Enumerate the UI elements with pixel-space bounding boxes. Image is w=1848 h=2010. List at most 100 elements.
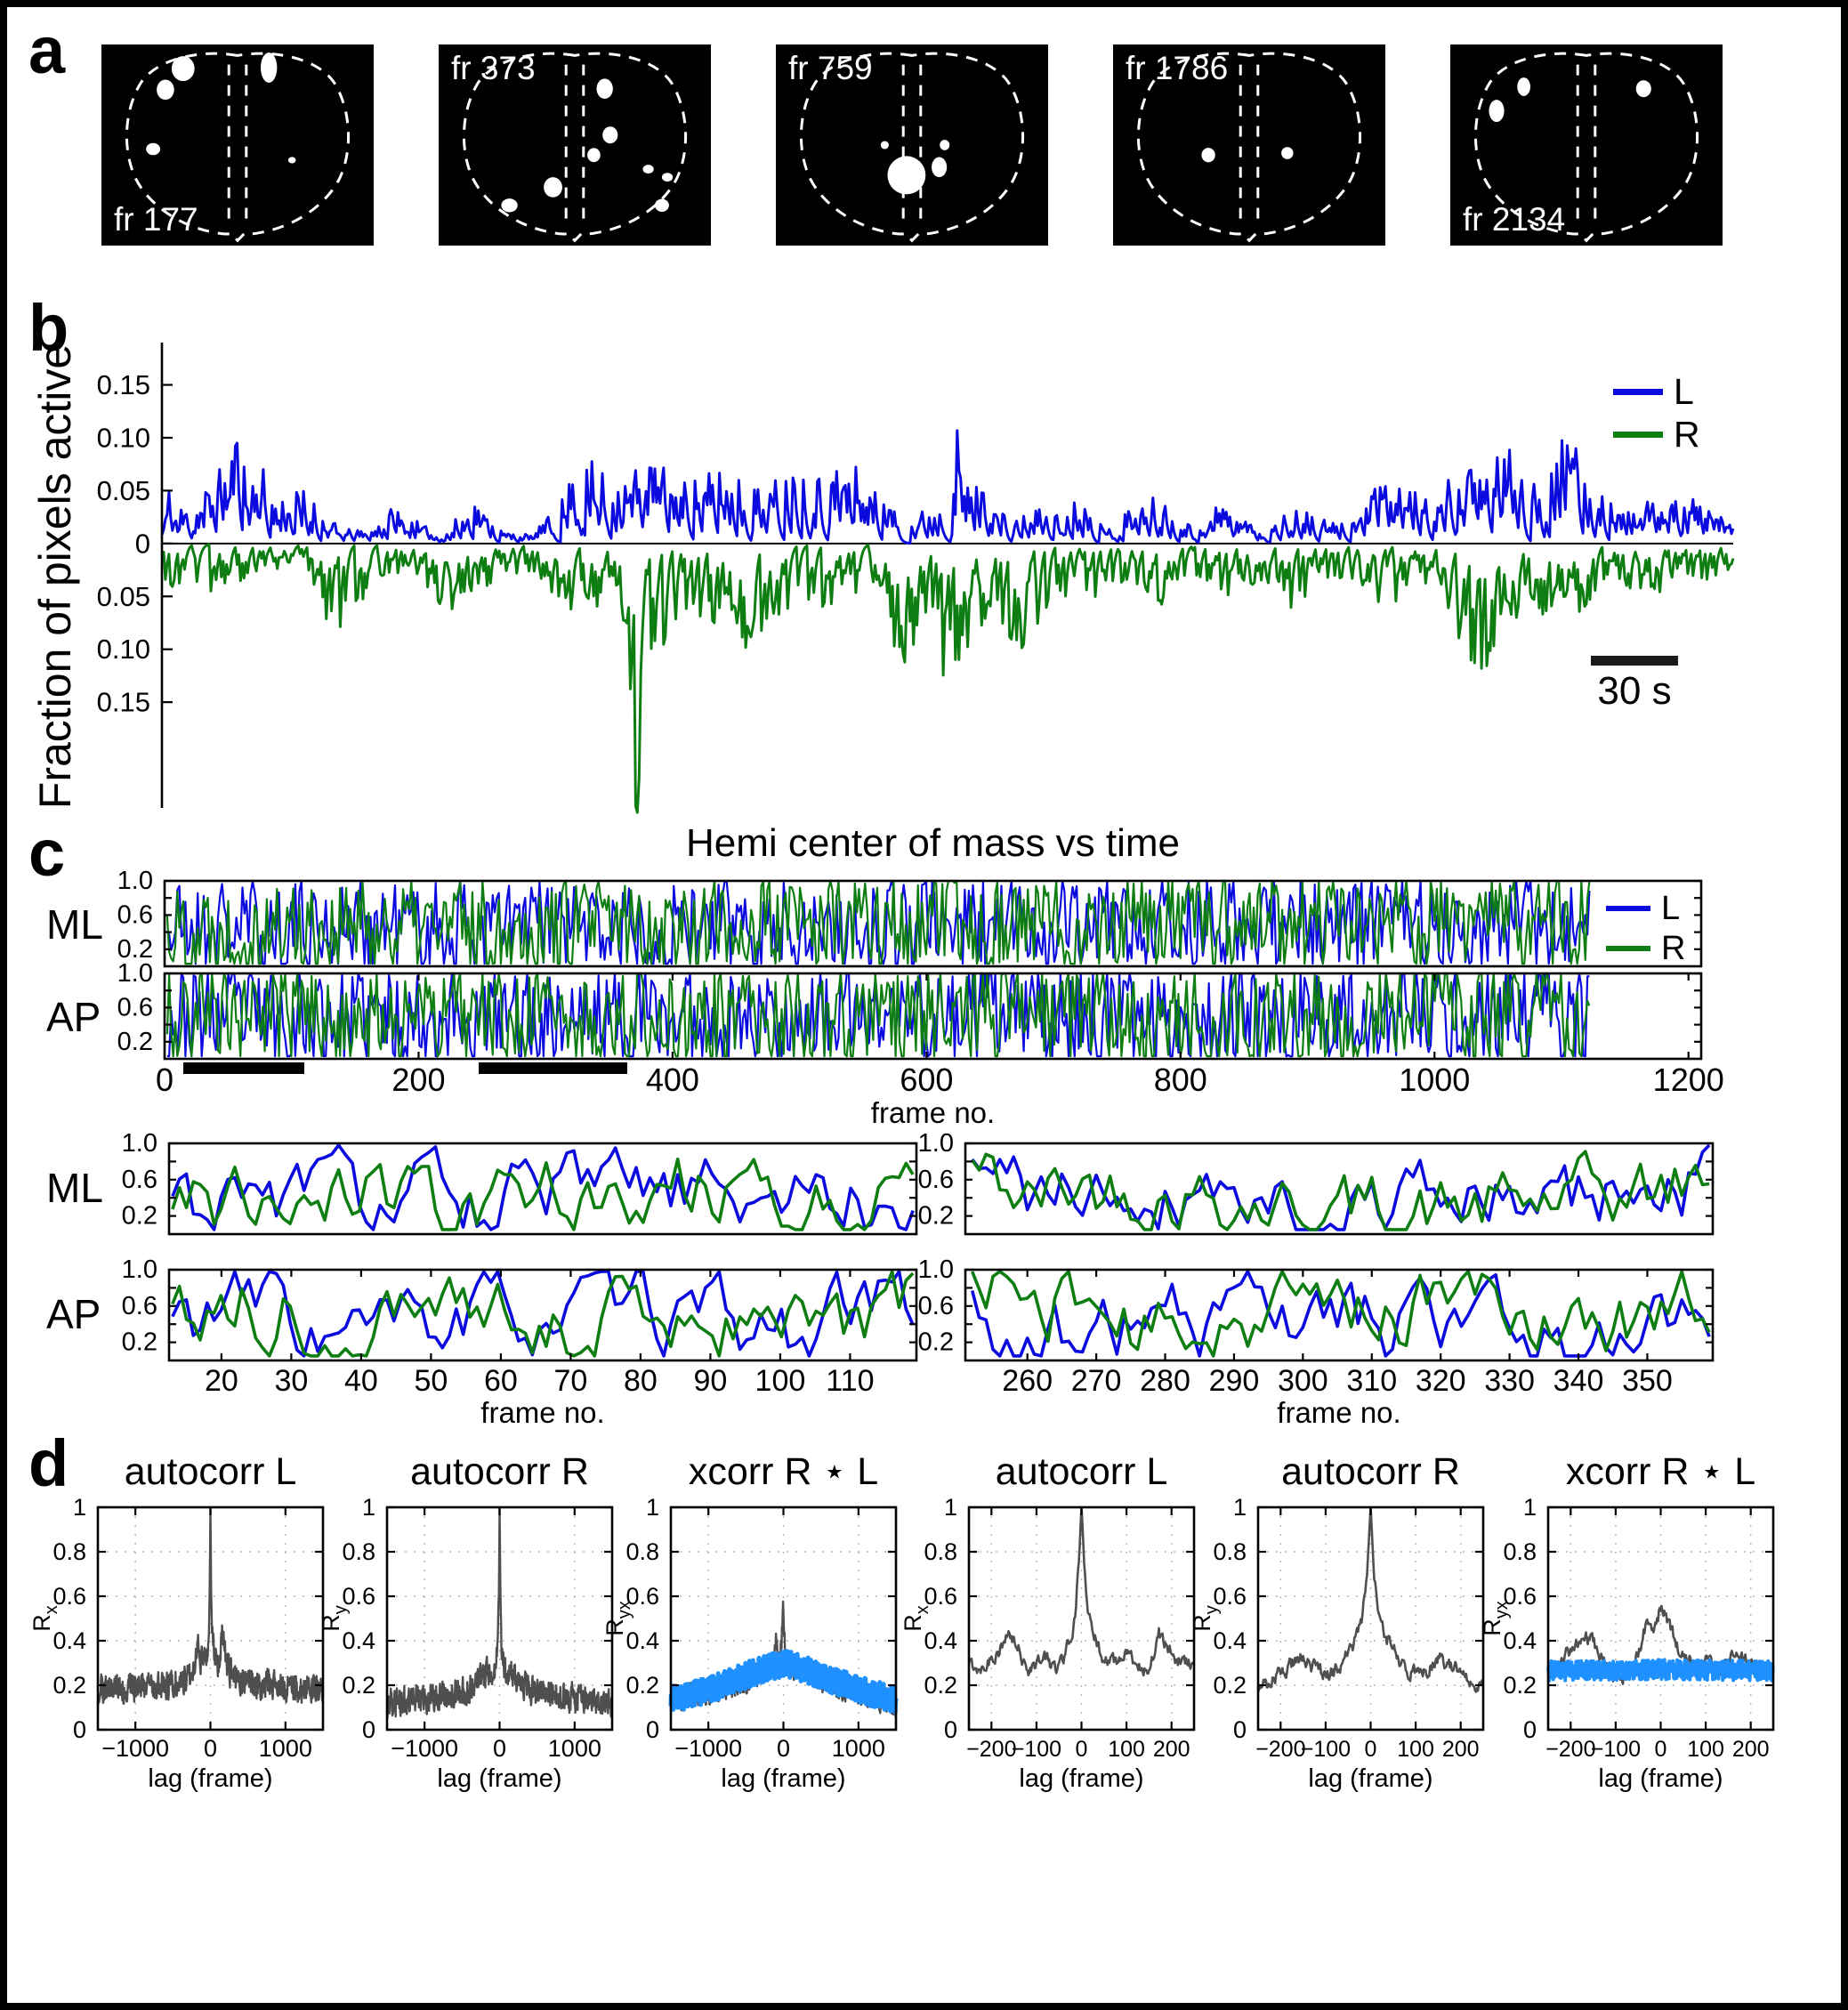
panel-c-ml-zoom2-plot: 0.2 0.6 1.0 xyxy=(918,1129,1715,1236)
svg-text:Hemi center of mass vs time: Hemi center of mass vs time xyxy=(686,821,1180,865)
legend-entry-R: R xyxy=(1606,932,1685,965)
svg-text:280: 280 xyxy=(1140,1364,1190,1398)
svg-text:0.6: 0.6 xyxy=(918,1292,954,1320)
svg-text:Ry: Ry xyxy=(1189,1605,1222,1632)
svg-text:lag (frame): lag (frame) xyxy=(721,1764,845,1793)
time-scale-label: 30 s xyxy=(1597,669,1672,713)
panel-c-legend: L R xyxy=(1606,892,1685,965)
svg-text:0: 0 xyxy=(493,1735,506,1762)
svg-text:0.6: 0.6 xyxy=(625,1583,659,1610)
svg-text:200: 200 xyxy=(1732,1737,1770,1762)
legend-entry-R: R xyxy=(1613,416,1700,453)
svg-text:0.10: 0.10 xyxy=(97,422,150,453)
svg-text:lag (frame): lag (frame) xyxy=(1019,1764,1143,1793)
svg-text:1000: 1000 xyxy=(548,1735,601,1762)
svg-text:200: 200 xyxy=(1442,1737,1480,1762)
svg-text:lag (frame): lag (frame) xyxy=(148,1764,272,1793)
svg-text:frame no.: frame no. xyxy=(871,1096,995,1129)
panel-c-ap-timeseries-plot: 0.2 0.6 1.0 0 200 400 600 800 1000 1200 frame no. xyxy=(117,959,1724,1129)
svg-text:0.4: 0.4 xyxy=(52,1627,86,1654)
svg-text:200: 200 xyxy=(391,1062,445,1098)
svg-text:0.8: 0.8 xyxy=(924,1538,957,1565)
svg-text:0.6: 0.6 xyxy=(1213,1583,1247,1610)
autocorr-R-short-plot: 0 0.2 0.4 0.6 0.8 1 −200 −100 0 100 200 lag (frame)… xyxy=(1189,1450,1485,1793)
svg-text:800: 800 xyxy=(1154,1062,1207,1098)
svg-text:0.6: 0.6 xyxy=(1503,1583,1537,1610)
panel-b-legend: L R xyxy=(1613,374,1700,453)
legend-line-L xyxy=(1613,389,1663,395)
legend-entry-L: L xyxy=(1613,374,1700,410)
svg-text:300: 300 xyxy=(1278,1364,1328,1398)
svg-text:110: 110 xyxy=(826,1364,874,1398)
svg-text:90: 90 xyxy=(693,1364,727,1398)
svg-text:0.8: 0.8 xyxy=(1213,1538,1247,1565)
svg-text:40: 40 xyxy=(344,1364,378,1398)
svg-text:310: 310 xyxy=(1346,1364,1397,1398)
svg-text:1: 1 xyxy=(944,1494,957,1521)
panel-c-label: c xyxy=(28,816,66,890)
panel-b-plot: 0.15 0.10 0.05 0 0.05 0.10 0.15 xyxy=(97,343,1735,814)
brain-frame-image: fr 2134 xyxy=(1450,44,1723,246)
svg-text:0.6: 0.6 xyxy=(52,1583,86,1610)
svg-text:0.6: 0.6 xyxy=(122,1292,157,1320)
svg-text:0.4: 0.4 xyxy=(924,1627,957,1654)
svg-text:0.8: 0.8 xyxy=(342,1538,375,1565)
svg-text:0.4: 0.4 xyxy=(342,1627,375,1654)
svg-text:0.6: 0.6 xyxy=(924,1583,957,1610)
svg-text:100: 100 xyxy=(1108,1737,1145,1762)
svg-text:1000: 1000 xyxy=(259,1735,312,1762)
svg-text:350: 350 xyxy=(1622,1364,1673,1398)
legend-line-R xyxy=(1613,432,1663,438)
svg-text:frame no.: frame no. xyxy=(480,1396,604,1429)
panel-b-y-axis-title: Fraction of pixels active xyxy=(30,343,80,810)
legend-line-R xyxy=(1606,946,1650,951)
svg-text:100: 100 xyxy=(1687,1737,1724,1762)
zoom-region-bar-1 xyxy=(183,1062,304,1074)
svg-text:0.10: 0.10 xyxy=(97,634,150,665)
svg-text:1: 1 xyxy=(1523,1494,1537,1521)
svg-text:−200: −200 xyxy=(1545,1737,1595,1762)
svg-text:0: 0 xyxy=(1655,1737,1667,1762)
svg-text:0.8: 0.8 xyxy=(1503,1538,1537,1565)
svg-text:400: 400 xyxy=(646,1062,699,1098)
frame-number-label: fr 759 xyxy=(788,50,873,86)
svg-text:0.6: 0.6 xyxy=(342,1583,375,1610)
brain-frame-image: fr 1786 xyxy=(1113,44,1385,246)
svg-text:Ryx: Ryx xyxy=(601,1601,634,1636)
svg-text:Ryx: Ryx xyxy=(1479,1601,1512,1636)
svg-text:0.2: 0.2 xyxy=(117,935,153,964)
autocorr-R-long-plot: 0 0.2 0.4 0.6 0.8 1 −1000 0 1000 lag (frame) Ry aut… xyxy=(318,1450,614,1793)
svg-text:1: 1 xyxy=(73,1494,86,1521)
svg-text:0.6: 0.6 xyxy=(117,993,153,1021)
svg-text:lag (frame): lag (frame) xyxy=(1308,1764,1432,1793)
row-label-AP-top: AP xyxy=(46,994,101,1040)
svg-text:0.4: 0.4 xyxy=(1503,1627,1537,1654)
row-label-ML-bottom: ML xyxy=(46,1165,103,1211)
svg-text:1: 1 xyxy=(1233,1494,1247,1521)
svg-text:autocorr R: autocorr R xyxy=(410,1450,589,1493)
svg-text:1: 1 xyxy=(362,1494,375,1521)
svg-text:0.2: 0.2 xyxy=(122,1202,157,1231)
svg-text:0.2: 0.2 xyxy=(1213,1672,1247,1699)
svg-text:1.0: 1.0 xyxy=(918,1255,954,1284)
svg-text:20: 20 xyxy=(205,1364,238,1398)
svg-text:0.05: 0.05 xyxy=(97,475,150,506)
svg-text:1.0: 1.0 xyxy=(918,1129,954,1158)
svg-text:340: 340 xyxy=(1553,1364,1604,1398)
svg-text:0.2: 0.2 xyxy=(918,1202,954,1231)
svg-text:600: 600 xyxy=(900,1062,953,1098)
row-label-AP-bottom: AP xyxy=(46,1291,101,1337)
xcorr-RL-long-plot: 0 0.2 0.4 0.6 0.8 1 −1000 0 1000 lag (frame) Ryx xc… xyxy=(601,1450,899,1793)
svg-text:50: 50 xyxy=(414,1364,448,1398)
legend-line-L xyxy=(1606,906,1650,911)
panel-b-label: b xyxy=(28,291,69,365)
svg-text:0.2: 0.2 xyxy=(1503,1672,1537,1699)
svg-text:−1000: −1000 xyxy=(391,1735,458,1762)
zoom-region-bar-2 xyxy=(478,1062,627,1074)
panel-c-ml-zoom1-plot: 0.2 0.6 1.0 xyxy=(122,1129,918,1236)
svg-text:0: 0 xyxy=(646,1716,659,1743)
svg-text:−200: −200 xyxy=(966,1737,1016,1762)
svg-text:−100: −100 xyxy=(1012,1737,1061,1762)
svg-text:0.2: 0.2 xyxy=(122,1328,157,1357)
svg-text:0.05: 0.05 xyxy=(97,581,150,612)
